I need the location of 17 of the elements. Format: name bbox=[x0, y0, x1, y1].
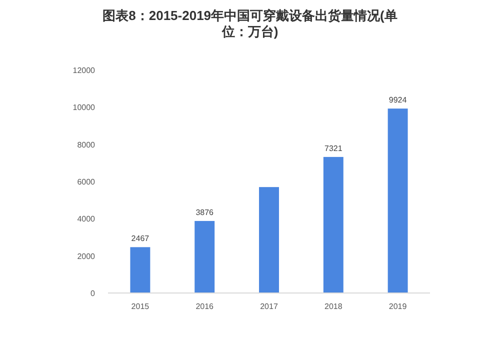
y-tick-label: 12000 bbox=[72, 66, 96, 75]
data-label: 9924 bbox=[388, 96, 408, 105]
data-label: 2467 bbox=[131, 234, 150, 244]
x-tick-label: 2018 bbox=[324, 302, 343, 311]
data-label: 3876 bbox=[196, 208, 214, 217]
title: 图表8：2015-2019年中国可穿戴设备出货量情况(单位：万台) bbox=[102, 8, 398, 40]
x-tick-label: 2015 bbox=[131, 302, 150, 311]
y-tick-label: 6000 bbox=[77, 178, 96, 186]
x-tick-label: 2017 bbox=[260, 302, 278, 311]
x-tick-label: 2016 bbox=[196, 302, 214, 311]
y-tick-label: 10000 bbox=[72, 103, 96, 112]
y-tick-label: 8000 bbox=[77, 140, 96, 150]
x-tick-label: 2019 bbox=[388, 302, 408, 311]
y-tick-label: 0 bbox=[90, 289, 96, 298]
y-tick-label: 4000 bbox=[77, 214, 96, 224]
y-tick-label: 2000 bbox=[77, 252, 96, 261]
data-label: 7321 bbox=[324, 144, 343, 153]
